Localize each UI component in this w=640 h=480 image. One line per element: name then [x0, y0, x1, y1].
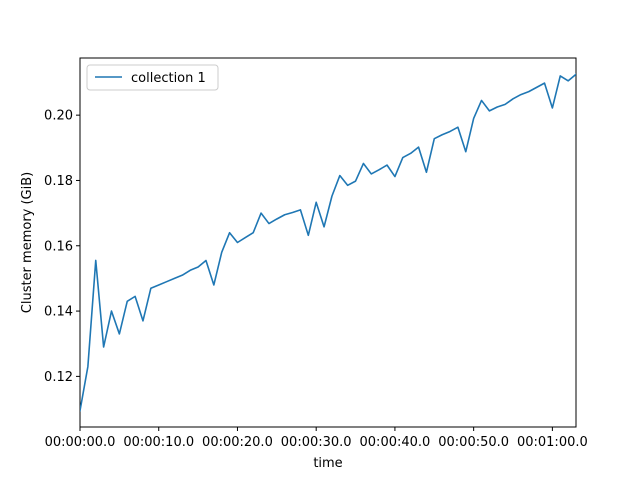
y-axis: 0.12 0.14 0.16 0.18 0.20 — [44, 109, 80, 385]
x-tick-label: 00:00:10.0 — [123, 435, 194, 450]
y-tick-label: 0.20 — [44, 109, 73, 124]
y-tick-label: 0.14 — [44, 305, 73, 320]
plot-area — [79, 57, 577, 428]
legend-box — [86, 64, 219, 91]
series-layer — [80, 73, 576, 412]
y-axis-label: Cluster memory (GiB) — [20, 172, 35, 313]
legend: collection 1 — [86, 64, 219, 91]
legend-label: collection 1 — [131, 71, 206, 86]
x-tick-label: 00:00:00.0 — [45, 435, 116, 450]
x-tick-label: 00:00:50.0 — [438, 435, 509, 450]
y-tick-label: 0.18 — [44, 174, 73, 189]
x-tick-label: 00:00:30.0 — [281, 435, 352, 450]
series-line-1 — [80, 73, 576, 412]
y-tick-label: 0.12 — [44, 370, 73, 385]
axes-frame — [79, 57, 577, 428]
y-tick-label: 0.16 — [44, 239, 73, 254]
x-tick-label: 00:00:20.0 — [202, 435, 273, 450]
x-axis-label: time — [313, 456, 342, 471]
x-axis: 00:00:00.0 00:00:10.0 00:00:20.0 00:00:30.0… — [45, 427, 588, 450]
x-tick-label: 00:01:00.0 — [517, 435, 588, 450]
x-tick-label: 00:00:40.0 — [360, 435, 431, 450]
